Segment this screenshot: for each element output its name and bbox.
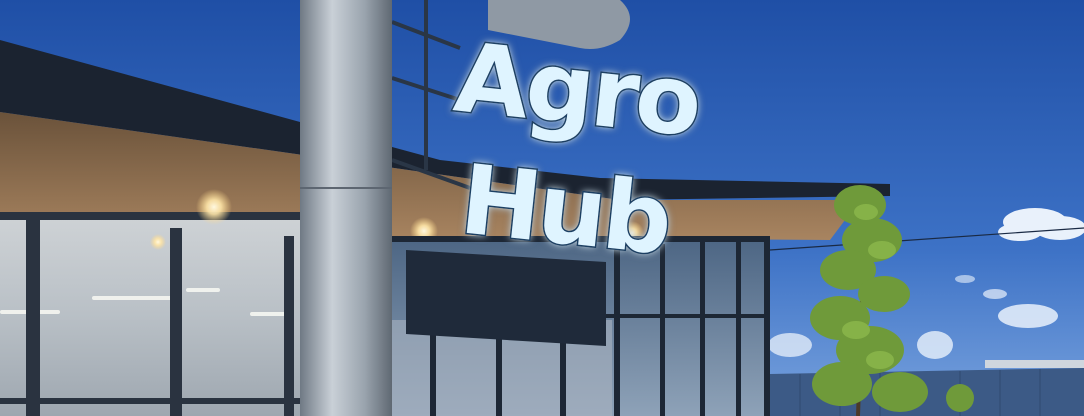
window-mullions-left [0,212,300,416]
store-sign: Agro Hub [448,20,706,278]
support-pillar [300,0,392,416]
sign-line-agro: Agro [450,21,705,158]
sign-line-hub: Hub [456,143,675,276]
tree [810,185,974,416]
neighbour-parapet [985,360,1084,368]
entrance-canopy [406,250,606,346]
utility-wire [769,227,1084,251]
sign-bracket [488,0,630,49]
roof-fascia [0,40,890,200]
clouds [768,208,1084,359]
upper-glazing-frame [391,0,471,190]
window-mullions-right [392,236,770,416]
soffit-lamp [150,234,166,250]
interior-lights [0,288,290,316]
soffit-lamp [196,189,232,225]
